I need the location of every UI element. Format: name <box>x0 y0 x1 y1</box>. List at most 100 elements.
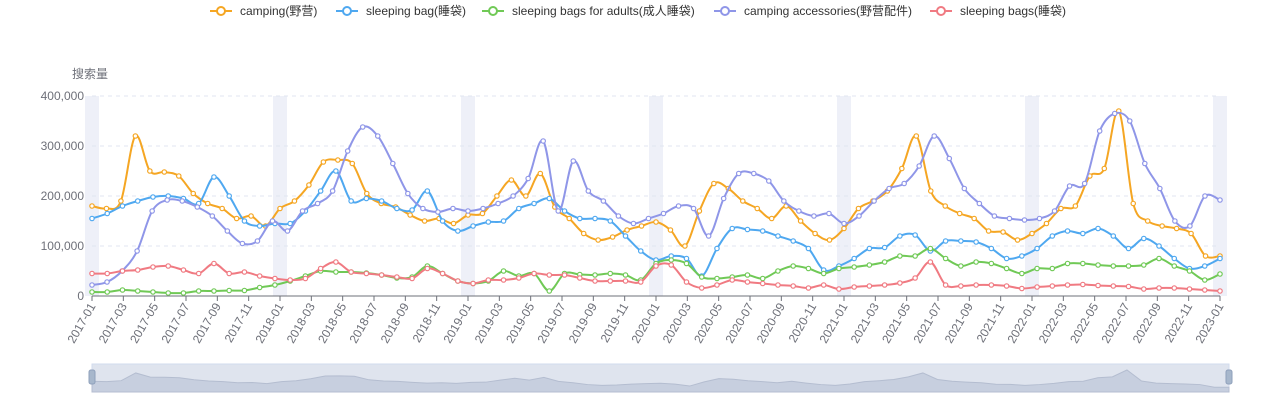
legend-item-label[interactable]: camping accessories(野营配件) <box>744 4 912 18</box>
data-point[interactable] <box>348 198 354 204</box>
data-point[interactable] <box>592 272 598 278</box>
data-point[interactable] <box>359 124 366 130</box>
data-point[interactable] <box>256 273 263 279</box>
data-point[interactable] <box>149 208 155 214</box>
data-point[interactable] <box>287 220 293 227</box>
data-point[interactable] <box>241 269 248 275</box>
data-point[interactable] <box>1186 268 1193 274</box>
series-lines[interactable] <box>89 108 1223 296</box>
data-point[interactable] <box>1125 245 1132 252</box>
data-point[interactable] <box>1125 283 1132 290</box>
zoom-handle-right[interactable] <box>1225 369 1233 385</box>
data-point[interactable] <box>450 220 457 227</box>
data-point[interactable] <box>592 215 598 222</box>
data-point[interactable] <box>765 178 772 184</box>
data-point[interactable] <box>1156 285 1162 291</box>
data-point[interactable] <box>1003 255 1010 262</box>
data-point[interactable] <box>897 280 903 286</box>
data-point[interactable] <box>194 204 201 210</box>
data-point[interactable] <box>1029 230 1035 237</box>
legend-item-label[interactable]: sleeping bags(睡袋) <box>960 4 1066 18</box>
series-group[interactable] <box>89 110 1223 288</box>
data-point[interactable] <box>256 223 263 229</box>
data-point[interactable] <box>134 288 141 294</box>
data-point[interactable] <box>1188 230 1194 237</box>
data-point[interactable] <box>790 283 796 289</box>
data-point[interactable] <box>675 203 682 209</box>
data-point[interactable] <box>841 220 847 227</box>
data-point[interactable] <box>624 227 630 233</box>
data-point[interactable] <box>744 279 751 285</box>
data-point[interactable] <box>1034 245 1040 252</box>
data-point[interactable] <box>958 238 964 244</box>
data-point[interactable] <box>698 285 705 291</box>
data-point[interactable] <box>805 285 812 291</box>
data-point[interactable] <box>866 283 873 289</box>
data-point[interactable] <box>89 282 95 288</box>
data-point[interactable] <box>1049 265 1056 272</box>
data-point[interactable] <box>209 213 216 219</box>
series-group[interactable] <box>89 168 1223 279</box>
data-point[interactable] <box>775 282 781 288</box>
data-point[interactable] <box>622 272 629 278</box>
data-point[interactable] <box>333 259 339 265</box>
data-point[interactable] <box>540 138 547 144</box>
data-point[interactable] <box>913 133 920 139</box>
data-point[interactable] <box>942 282 949 288</box>
data-point[interactable] <box>394 205 400 212</box>
data-zoom-slider[interactable] <box>88 363 1233 393</box>
data-point[interactable] <box>287 277 293 283</box>
data-point[interactable] <box>241 218 248 224</box>
data-point[interactable] <box>638 223 645 229</box>
data-point[interactable] <box>1140 235 1147 242</box>
data-point[interactable] <box>269 218 276 224</box>
data-point[interactable] <box>335 157 341 163</box>
data-point[interactable] <box>165 290 172 296</box>
data-point[interactable] <box>1000 229 1006 235</box>
data-point[interactable] <box>1066 183 1073 189</box>
data-point[interactable] <box>916 163 923 169</box>
data-point[interactable] <box>576 275 583 281</box>
data-point[interactable] <box>759 280 766 287</box>
data-point[interactable] <box>1217 271 1223 277</box>
data-point[interactable] <box>637 248 644 254</box>
data-point[interactable] <box>615 213 622 219</box>
data-point[interactable] <box>455 228 461 234</box>
data-point[interactable] <box>744 226 751 233</box>
data-point[interactable] <box>1080 281 1086 288</box>
data-point[interactable] <box>735 170 742 177</box>
data-point[interactable] <box>811 213 817 219</box>
data-point[interactable] <box>485 219 492 225</box>
data-point[interactable] <box>668 262 675 268</box>
data-point[interactable] <box>104 270 111 277</box>
data-point[interactable] <box>1064 282 1071 288</box>
data-point[interactable] <box>1202 193 1208 199</box>
data-point[interactable] <box>421 218 428 224</box>
data-point[interactable] <box>485 277 492 283</box>
data-point[interactable] <box>775 233 781 239</box>
data-point[interactable] <box>165 263 172 269</box>
data-point[interactable] <box>1095 225 1101 232</box>
data-point[interactable] <box>1080 230 1086 237</box>
data-point[interactable] <box>1217 197 1223 203</box>
data-point[interactable] <box>1043 220 1050 227</box>
data-point[interactable] <box>607 270 614 277</box>
data-point[interactable] <box>600 198 607 204</box>
data-point[interactable] <box>1140 286 1147 292</box>
data-point[interactable] <box>407 212 413 218</box>
data-point[interactable] <box>1003 265 1010 272</box>
data-point[interactable] <box>299 208 306 214</box>
data-point[interactable] <box>871 198 877 204</box>
data-point[interactable] <box>1049 233 1056 239</box>
data-point[interactable] <box>653 263 659 269</box>
data-point[interactable] <box>739 198 746 204</box>
data-point[interactable] <box>1034 284 1040 290</box>
data-point[interactable] <box>790 238 796 244</box>
series-group[interactable] <box>89 259 1223 294</box>
data-point[interactable] <box>516 205 522 212</box>
data-point[interactable] <box>958 283 964 289</box>
data-point[interactable] <box>851 264 857 270</box>
data-point[interactable] <box>796 208 802 214</box>
data-point[interactable] <box>768 215 775 222</box>
data-point[interactable] <box>927 245 934 252</box>
